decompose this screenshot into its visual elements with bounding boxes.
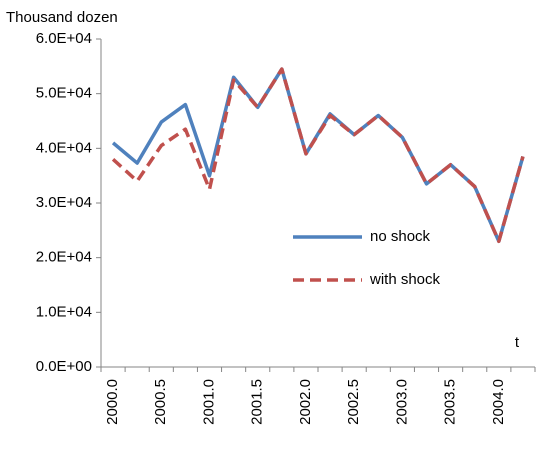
y-tick-label: 3.0E+04 bbox=[36, 194, 92, 211]
x-tick-label: 2002.5 bbox=[345, 379, 362, 425]
series-line bbox=[111, 67, 525, 244]
x-tick-label: 2001.0 bbox=[200, 379, 217, 425]
x-tick-label: 2000.5 bbox=[152, 379, 169, 425]
x-tick-label: 2001.5 bbox=[249, 379, 266, 425]
y-axis-label: Thousand dozen bbox=[6, 9, 118, 26]
y-tick-label: 0.0E+00 bbox=[36, 358, 92, 375]
y-tick-label: 2.0E+04 bbox=[36, 249, 92, 266]
y-tick-label: 4.0E+04 bbox=[36, 139, 92, 156]
series-line bbox=[111, 67, 525, 244]
legend-label: no shock bbox=[370, 228, 431, 245]
x-tick-label: 2000.0 bbox=[104, 379, 121, 425]
y-tick-label: 5.0E+04 bbox=[36, 85, 92, 102]
x-axis-label: t bbox=[515, 334, 520, 351]
x-tick-label: 2003.0 bbox=[393, 379, 410, 425]
legend-label: with shock bbox=[369, 271, 441, 288]
x-tick-label: 2004.0 bbox=[490, 379, 507, 425]
x-tick-label: 2002.0 bbox=[297, 379, 314, 425]
x-tick-label: 2003.5 bbox=[442, 379, 459, 425]
y-tick-label: 6.0E+04 bbox=[36, 30, 92, 47]
y-tick-label: 1.0E+04 bbox=[36, 303, 92, 320]
